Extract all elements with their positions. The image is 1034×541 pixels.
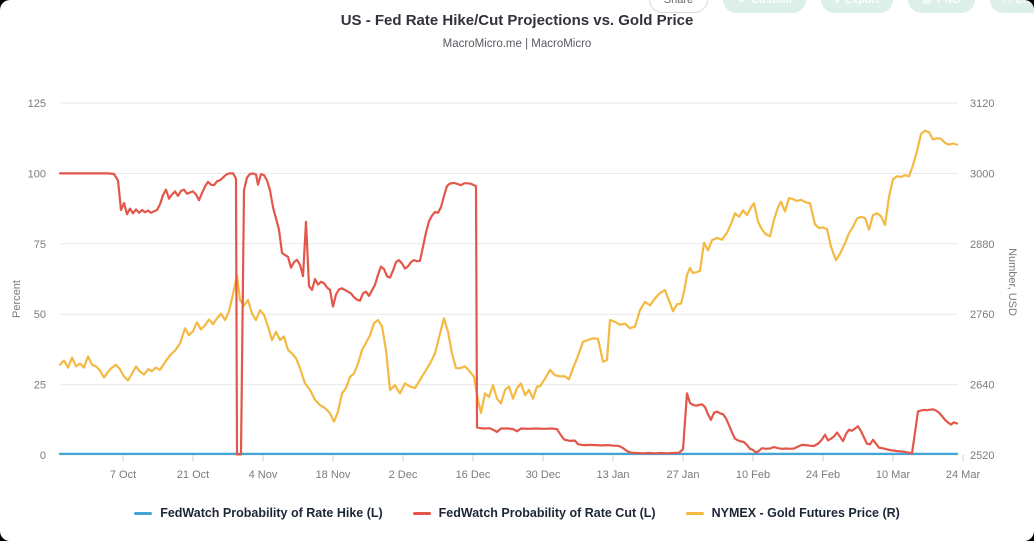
custom-button-label: Custom	[751, 0, 792, 6]
share-button-label: Share	[664, 0, 693, 6]
enlarge-button-label: Enlarge	[1016, 0, 1034, 6]
x-axis-tick-label: 30 Dec	[526, 469, 561, 481]
custom-button[interactable]: ⚙ Custom	[723, 0, 807, 13]
expand-icon: ⛶	[1004, 0, 1011, 5]
x-axis-tick-label: 21 Oct	[177, 469, 209, 481]
download-icon: ⤓	[835, 0, 839, 5]
x-axis-tick-label: 10 Feb	[736, 469, 770, 481]
right-axis-tick-label: 3000	[970, 168, 994, 180]
chart-legend: FedWatch Probability of Rate Hike (L) Fe…	[0, 506, 1034, 520]
left-axis-tick-label: 0	[40, 450, 46, 462]
enlarge-button[interactable]: ⛶ Enlarge	[989, 0, 1034, 13]
legend-item-rate-hike[interactable]: FedWatch Probability of Rate Hike (L)	[134, 506, 383, 520]
x-axis-tick-label: 18 Nov	[316, 469, 351, 481]
png-button-label: PNG	[937, 0, 961, 6]
chart-toolbar: Share ⚙ Custom ⤓ Export ▤ PNG ⛶ Enlarge	[648, 0, 1034, 13]
right-axis-tick-label: 3120	[970, 98, 994, 110]
image-icon: ▤	[922, 0, 931, 5]
x-axis-tick-label: 24 Mar	[946, 469, 981, 481]
right-axis-tick-label: 2520	[970, 450, 994, 462]
chart-subtitle: MacroMicro.me | MacroMicro	[442, 38, 592, 50]
export-button[interactable]: ⤓ Export	[821, 0, 894, 13]
left-axis-tick-label: 125	[28, 98, 46, 110]
rate-hike-legend-label: FedWatch Probability of Rate Hike (L)	[160, 506, 383, 520]
right-axis-tick-label: 2760	[970, 309, 994, 321]
legend-item-rate-cut[interactable]: FedWatch Probability of Rate Cut (L)	[412, 506, 656, 520]
plot-hover-overlay[interactable]	[60, 103, 958, 455]
legend-item-gold-price[interactable]: NYMEX - Gold Futures Price (R)	[685, 506, 900, 520]
right-axis-tick-label: 2880	[970, 239, 994, 251]
left-axis-tick-label: 75	[34, 239, 46, 251]
export-button-label: Export	[845, 0, 880, 6]
series-line-nymex-gold-futures-price-r	[58, 129, 959, 423]
left-axis-tick-label: 50	[34, 309, 46, 321]
gold-price-legend-label: NYMEX - Gold Futures Price (R)	[711, 506, 900, 520]
png-button[interactable]: ▤ PNG	[908, 0, 975, 13]
x-axis-tick-label: 24 Feb	[806, 469, 840, 481]
series-line-fedwatch-probability-of-rate-cut-l	[58, 172, 959, 456]
x-axis-tick-label: 10 Mar	[876, 469, 911, 481]
x-axis-tick-label: 13 Jan	[596, 469, 629, 481]
rate-hike-legend-dash	[134, 511, 153, 515]
x-axis-tick-label: 4 Nov	[249, 469, 278, 481]
rate-cut-legend-dash	[412, 511, 431, 515]
x-axis-tick-label: 27 Jan	[666, 469, 699, 481]
right-axis-tick-label: 2640	[970, 380, 994, 392]
gear-icon: ⚙	[737, 0, 746, 5]
page-title: US - Fed Rate Hike/Cut Projections vs. G…	[340, 12, 694, 29]
rate-cut-legend-label: FedWatch Probability of Rate Cut (L)	[438, 506, 656, 520]
x-axis-tick-label: 2 Dec	[389, 469, 418, 481]
left-axis-tick-label: 100	[28, 168, 46, 180]
x-axis-tick-label: 7 Oct	[110, 469, 136, 481]
x-axis-tick-label: 16 Dec	[456, 469, 491, 481]
left-axis-tick-label: 25	[34, 380, 46, 392]
gold-price-legend-dash	[685, 511, 704, 515]
